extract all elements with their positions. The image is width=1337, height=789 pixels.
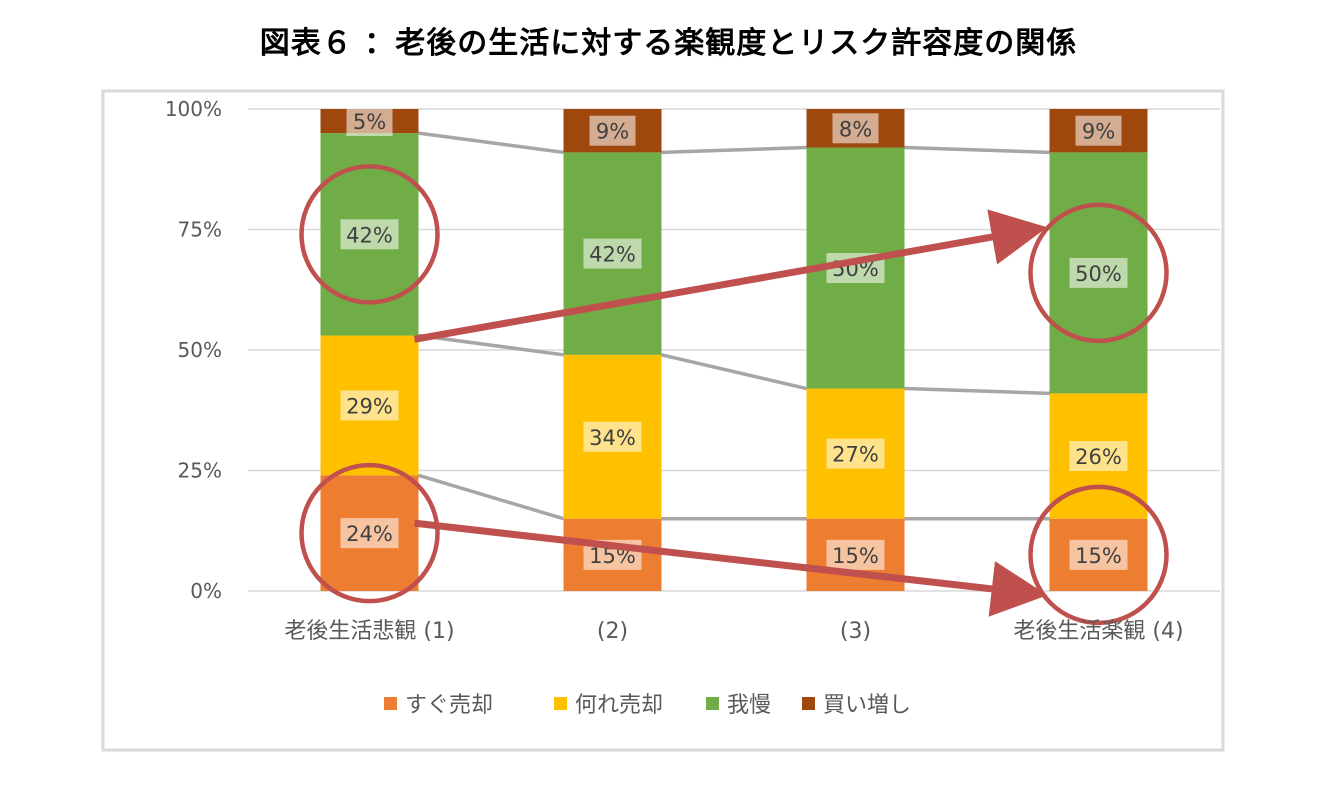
legend-item: すぐ売却 — [384, 693, 493, 718]
data-label-background — [1069, 539, 1128, 570]
data-label: 5% — [353, 110, 386, 134]
highlight-circle — [299, 164, 440, 305]
data-label-background — [826, 539, 885, 570]
legend-label: 何れ売却 — [575, 693, 663, 718]
data-label-background — [589, 115, 636, 146]
x-tick-label: (2) — [597, 619, 628, 644]
data-label: 24% — [346, 522, 393, 546]
legend-item: 買い増し — [802, 693, 911, 718]
data-label-background — [1075, 115, 1122, 146]
series-connector-line — [904, 145, 1050, 155]
legend-swatch — [384, 697, 397, 710]
data-label: 50% — [1075, 262, 1122, 286]
y-tick-label: 25% — [178, 459, 222, 483]
y-tick-label: 0% — [190, 579, 222, 603]
data-label: 34% — [589, 426, 636, 450]
x-tick-label: 老後生活楽観 (4) — [1013, 619, 1183, 644]
data-label: 42% — [589, 243, 636, 267]
series-connector-line — [418, 333, 564, 357]
chart-frame — [101, 89, 1225, 752]
series-connector-line — [661, 353, 807, 391]
data-label: 9% — [596, 120, 629, 144]
data-label-background — [832, 113, 879, 144]
x-tick-label: 老後生活悲観 (1) — [284, 619, 454, 644]
series-connector-line — [418, 131, 564, 155]
trend-arrow — [414, 519, 1048, 617]
trend-arrow — [413, 209, 1048, 343]
legend-item: 我慢 — [706, 693, 771, 718]
highlight-circle — [299, 462, 440, 604]
data-label-background — [1069, 257, 1128, 288]
data-label-background — [340, 219, 399, 250]
data-label-background — [826, 438, 885, 469]
data-label-background — [583, 421, 642, 452]
data-label: 29% — [346, 394, 393, 418]
data-label-background — [346, 106, 393, 137]
data-label-background — [1069, 441, 1128, 472]
y-tick-label: 75% — [178, 218, 222, 242]
series-connector-line — [417, 473, 565, 521]
legend-label: 買い増し — [823, 693, 911, 718]
legend-swatch — [554, 697, 567, 710]
x-tick-label: (3) — [840, 619, 871, 644]
data-label: 26% — [1075, 445, 1122, 469]
highlight-circle — [1028, 484, 1169, 626]
legend-label: 我慢 — [727, 693, 771, 718]
data-label: 9% — [1082, 120, 1115, 144]
data-label: 42% — [346, 223, 393, 247]
legend-swatch — [802, 697, 815, 710]
highlight-circle — [1028, 202, 1169, 344]
data-label-background — [340, 390, 399, 421]
y-tick-label: 50% — [178, 338, 222, 362]
data-label: 8% — [839, 117, 872, 141]
legend-label: すぐ売却 — [405, 693, 493, 718]
legend-item: 何れ売却 — [554, 693, 663, 718]
series-connector-line — [904, 386, 1050, 396]
data-label: 15% — [832, 544, 879, 568]
chart-title: 図表６ ：老後の生活に対する楽観度とリスク許容度の関係 — [259, 26, 1078, 61]
data-label: 27% — [832, 443, 879, 467]
data-label: 15% — [1075, 544, 1122, 568]
data-label-background — [583, 238, 642, 269]
legend-swatch — [706, 697, 719, 710]
y-tick-label: 100% — [165, 97, 222, 121]
series-connector-line — [661, 145, 807, 155]
data-label-background — [340, 518, 399, 549]
